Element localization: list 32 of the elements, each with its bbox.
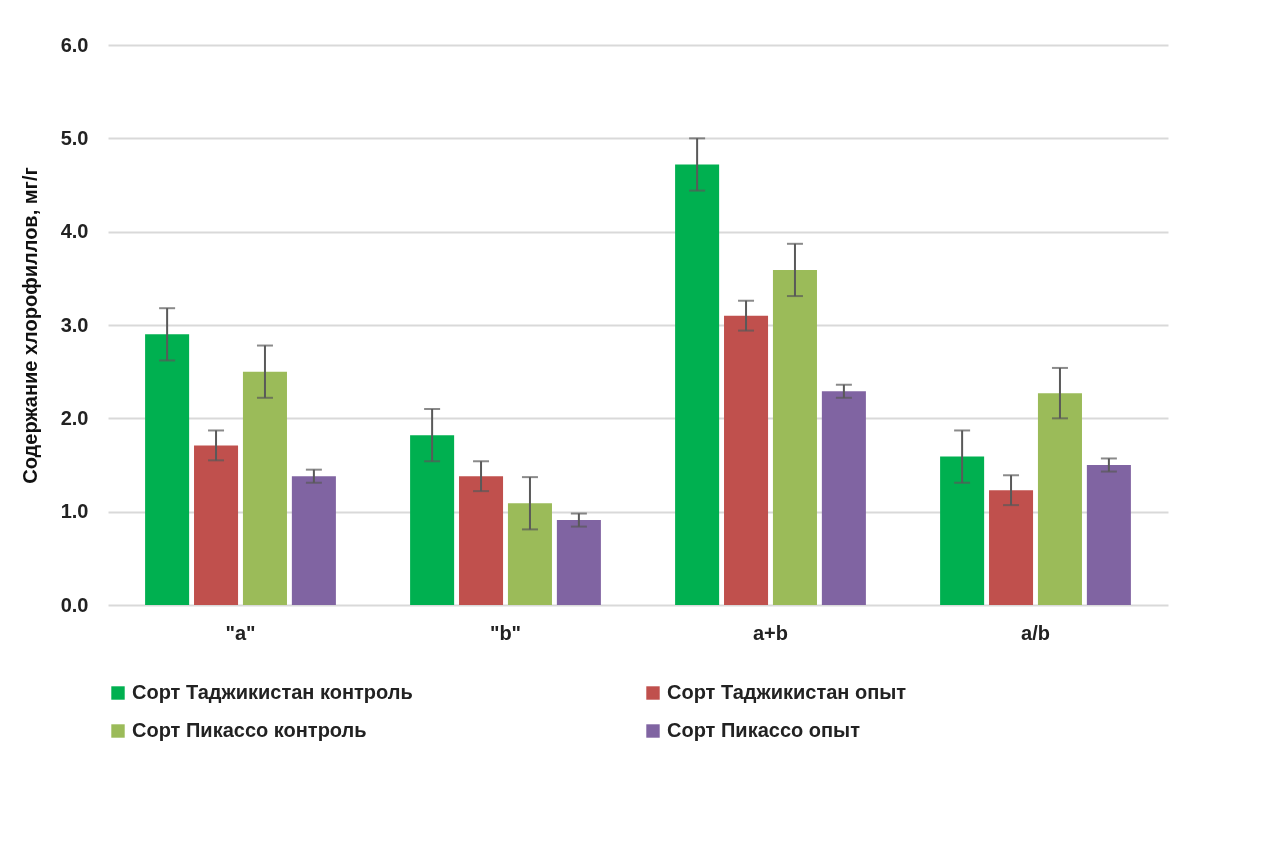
legend-label: Сорт Пикассо опыт <box>667 719 861 741</box>
bar <box>675 164 720 605</box>
y-axis-title: Содержание хлорофиллов, мг/г <box>18 167 41 484</box>
bar <box>507 503 552 605</box>
bar <box>194 445 239 605</box>
bar <box>724 315 769 605</box>
y-tick-label: 1.0 <box>60 500 89 523</box>
legend-label: Сорт Таджикистан опыт <box>667 681 907 703</box>
bar <box>410 435 455 605</box>
bar <box>940 456 985 605</box>
bar <box>242 371 287 605</box>
legend-label: Сорт Пикассо контроль <box>132 719 367 741</box>
legend-label: Сорт Таджикистан контроль <box>132 681 413 703</box>
y-tick-label: 0.0 <box>60 593 89 616</box>
bar <box>1086 465 1131 605</box>
y-tick-label: 6.0 <box>60 33 89 56</box>
bar <box>291 476 336 605</box>
bar <box>459 476 504 605</box>
bar <box>1037 393 1082 605</box>
y-tick-label: 4.0 <box>60 220 89 243</box>
x-tick-label: "b" <box>489 621 522 644</box>
x-tick-label: "a" <box>225 621 256 644</box>
y-tick-label: 3.0 <box>60 313 89 336</box>
bar <box>821 391 866 605</box>
bar <box>556 520 601 605</box>
y-tick-label: 2.0 <box>60 406 89 429</box>
bar <box>145 334 190 605</box>
x-tick-label: a+b <box>752 621 789 644</box>
y-tick-label: 5.0 <box>60 126 89 149</box>
x-tick-label: a/b <box>1021 621 1050 644</box>
bar <box>989 490 1034 605</box>
bar <box>772 269 817 605</box>
